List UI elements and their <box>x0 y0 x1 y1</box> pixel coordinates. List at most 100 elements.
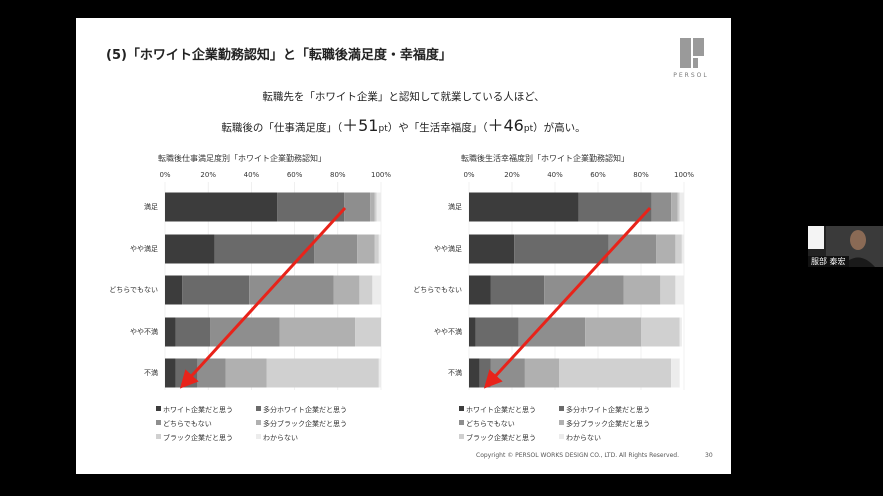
bar-segment <box>608 234 657 264</box>
legend-swatch <box>559 420 564 425</box>
bar-segment <box>376 192 381 222</box>
legend-label: ホワイト企業だと思う <box>163 406 233 414</box>
legend-label: わからない <box>566 434 601 442</box>
bar-segment <box>370 192 375 222</box>
participant-video-icon <box>826 226 883 267</box>
bar-segment <box>165 192 278 222</box>
legend-item: ブラック企業だと思う <box>459 433 536 443</box>
bar-segment <box>165 234 215 264</box>
bar-segment <box>333 275 360 305</box>
legend-label: 多分ホワイト企業だと思う <box>263 406 347 414</box>
bar-segment <box>279 317 356 347</box>
shared-thumbnail <box>808 226 824 249</box>
x-tick-label: 20% <box>504 171 520 179</box>
category-label: 不満 <box>144 369 158 377</box>
legend-label: どちらでもない <box>163 420 212 428</box>
subtitle-line-2: 転職後の「仕事満足度」（＋51pt）や「生活幸福度」（＋46pt）が高い。 <box>76 112 731 136</box>
legend-swatch <box>559 434 564 439</box>
subtitle-line-1: 転職先を「ホワイト企業」と認知して就業している人ほど、 <box>262 91 545 103</box>
x-tick-label: 40% <box>547 171 563 179</box>
bar-segment <box>469 317 476 347</box>
bar-segment <box>475 317 519 347</box>
legend-label: ブラック企業だと思う <box>466 434 536 442</box>
bar-segment <box>469 234 515 264</box>
bar-segment <box>182 275 250 305</box>
bar-segment <box>314 234 358 264</box>
subtitle-part: ）や「生活幸福度」（ <box>387 122 488 134</box>
bar-segment <box>681 234 684 264</box>
bar-segment <box>344 192 371 222</box>
x-tick-label: 80% <box>330 171 346 179</box>
x-tick-label: 40% <box>243 171 260 179</box>
bar-segment <box>677 192 680 222</box>
bar-segment <box>266 358 379 388</box>
category-label: やや不満 <box>130 328 158 336</box>
legend-item: どちらでもない <box>459 419 515 429</box>
x-tick-label: 60% <box>286 171 303 179</box>
legend-swatch <box>459 434 464 439</box>
legend-swatch <box>256 406 261 411</box>
x-tick-label: 0% <box>159 171 171 179</box>
subtitle-part: 転職後の「仕事満足度」（ <box>221 122 343 134</box>
red-arrow <box>179 206 347 389</box>
bar-segment <box>524 358 560 388</box>
bar-segment <box>469 358 480 388</box>
x-tick-label: 60% <box>590 171 606 179</box>
bar-segment <box>675 234 682 264</box>
logo-wordmark: PERSOL <box>673 72 709 79</box>
legend-swatch <box>156 420 161 425</box>
persol-logo <box>673 36 713 88</box>
unit-pt: pt <box>523 124 534 134</box>
chart-1-title: 転職後仕事満足度別「ホワイト企業勤務認知」 <box>158 154 326 163</box>
legend-label: わからない <box>263 434 298 442</box>
bar-segment <box>660 275 676 305</box>
legend-item: どちらでもない <box>156 419 212 429</box>
legend-item: ブラック企業だと思う <box>156 433 233 443</box>
bar-segment <box>225 358 267 388</box>
bar-segment <box>165 358 176 388</box>
bar-segment <box>623 275 661 305</box>
bar-segment <box>357 234 375 264</box>
legend-label: ホワイト企業だと思う <box>466 406 536 414</box>
bar-segment <box>277 192 345 222</box>
legend-swatch <box>156 434 161 439</box>
legend-item: わからない <box>559 433 601 443</box>
legend-label: 多分ホワイト企業だと思う <box>566 406 650 414</box>
bar-segment <box>671 358 680 388</box>
bar-segment <box>165 275 183 305</box>
bar-segment <box>469 275 491 305</box>
page-number: 30 <box>705 452 713 459</box>
legend-swatch <box>256 420 261 425</box>
legend-swatch <box>559 406 564 411</box>
legend-item: 多分ブラック企業だと思う <box>256 419 347 429</box>
category-label: 満足 <box>448 203 462 211</box>
bar-segment <box>679 317 682 347</box>
bar-segment <box>675 275 684 305</box>
job-satisfaction-delta: ＋51 <box>342 116 379 135</box>
legend-item: 多分ホワイト企業だと思う <box>256 405 347 415</box>
bar-segment <box>679 192 684 222</box>
subtitle-part: ）が高い。 <box>533 122 586 134</box>
x-tick-label: 100% <box>673 171 694 179</box>
chart-1-plot <box>164 182 382 390</box>
legend-label: ブラック企業だと思う <box>163 434 233 442</box>
bar-segment <box>656 234 676 264</box>
category-label: 不満 <box>448 369 462 377</box>
life-happiness-delta: ＋46 <box>487 116 524 135</box>
legend-label: どちらでもない <box>466 420 515 428</box>
bar-segment <box>514 234 609 264</box>
legend-item: ホワイト企業だと思う <box>156 405 233 415</box>
participant-name: 服部 泰宏 <box>808 256 849 267</box>
bar-segment <box>651 192 672 222</box>
bar-segment <box>378 234 381 264</box>
legend-swatch <box>459 420 464 425</box>
bar-segment <box>641 317 680 347</box>
bar-segment <box>585 317 641 347</box>
bar-segment <box>378 358 381 388</box>
category-label: 満足 <box>144 203 158 211</box>
video-participant-tile[interactable]: 服部 泰宏 <box>808 226 883 267</box>
bar-segment <box>374 234 379 264</box>
category-label: やや不満 <box>434 328 462 336</box>
category-label: どちらでもない <box>109 286 158 294</box>
unit-pt: pt <box>378 124 388 134</box>
